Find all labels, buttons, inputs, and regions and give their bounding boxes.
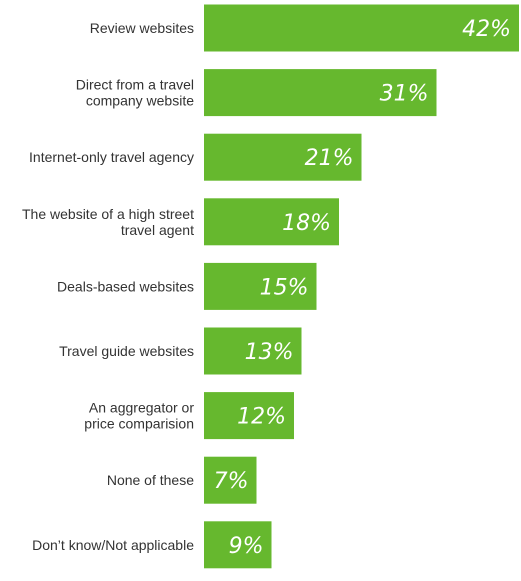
bar-value-label: 42%: [462, 17, 511, 42]
category-label-line: Travel guide websites: [59, 343, 194, 359]
bar-value-label: 21%: [305, 146, 354, 171]
bar: [204, 392, 294, 440]
category-label: Review websites: [90, 20, 194, 36]
category-label: Travel guide websites: [59, 343, 194, 359]
category-label-line: Deals-based websites: [57, 278, 194, 294]
category-label-line: Direct from a travel: [76, 77, 194, 93]
bar: [204, 69, 437, 117]
category-label-line: The website of a high street: [22, 206, 194, 222]
category-label: None of these: [107, 472, 194, 488]
bar-value-label: 12%: [237, 405, 286, 430]
category-label: The website of a high street travel agent: [22, 206, 194, 238]
bar: [204, 262, 317, 310]
bar: [204, 456, 257, 504]
category-label-line: Don’t know/Not applicable: [32, 537, 194, 553]
category-label: Direct from a travel company website: [76, 77, 194, 109]
bar-value-label: 13%: [245, 340, 294, 365]
category-label: Internet-only travel agency: [29, 149, 194, 165]
bar-value-label: 15%: [260, 275, 309, 300]
bar: [204, 4, 519, 52]
category-label-line: travel agent: [121, 222, 194, 238]
category-label-line: price comparision: [84, 416, 194, 432]
bar: [204, 521, 272, 569]
bars-layer: [204, 4, 519, 569]
category-label-line: None of these: [107, 472, 194, 488]
category-label-line: Internet-only travel agency: [29, 149, 194, 165]
bar-value-label: 18%: [282, 211, 331, 236]
bar-value-label: 7%: [214, 469, 249, 494]
category-label: An aggregator or price comparision: [84, 400, 194, 432]
bar: [204, 133, 362, 181]
bar-value-label: 31%: [380, 82, 429, 107]
bar: [204, 327, 302, 375]
bar: [204, 198, 339, 246]
value-labels-layer: 42% 31% 21% 18% 15% 13% 12% 7% 9%: [214, 17, 511, 559]
bar-value-label: 9%: [229, 534, 264, 559]
category-labels-layer: Review websites Direct from a travel compa…: [22, 20, 194, 553]
category-label: Don’t know/Not applicable: [32, 537, 194, 553]
category-label-line: Review websites: [90, 20, 194, 36]
category-label: Deals-based websites: [57, 278, 194, 294]
category-label-line: An aggregator or: [89, 400, 194, 416]
category-label-line: company website: [86, 93, 194, 109]
